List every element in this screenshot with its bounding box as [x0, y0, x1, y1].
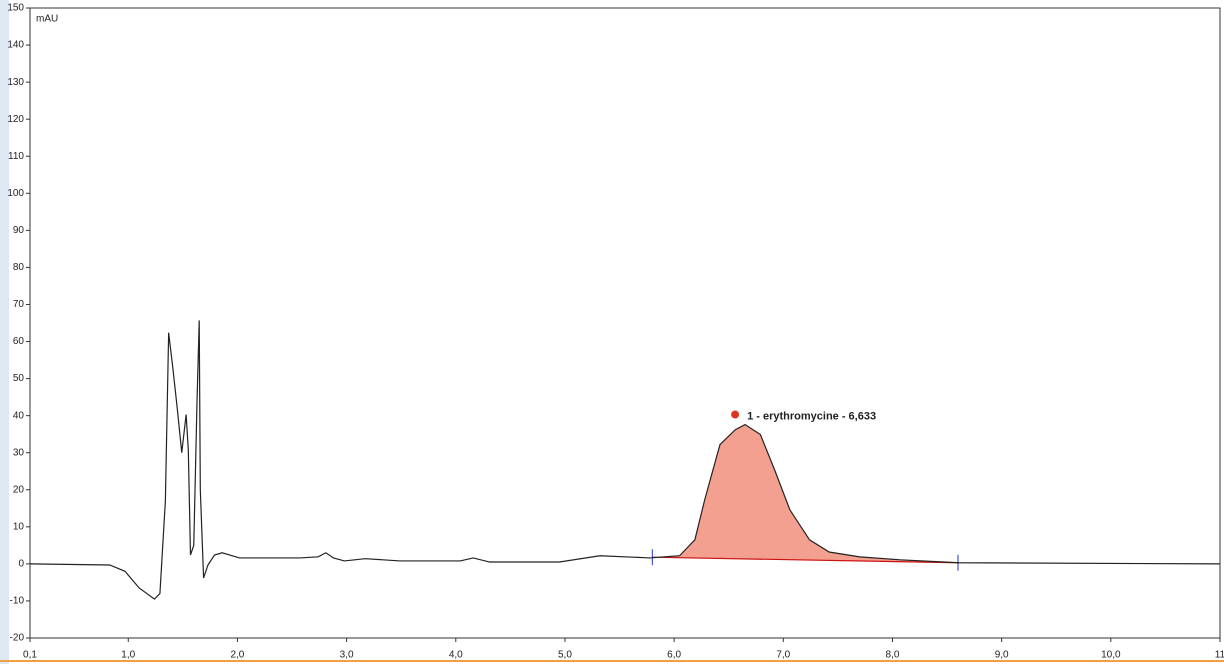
x-tick-label: 5,0	[558, 650, 572, 661]
y-tick-label: 20	[13, 484, 25, 495]
y-tick-label: 60	[13, 336, 25, 347]
y-tick-label: 120	[7, 114, 24, 125]
x-tick-label: 0,1	[23, 650, 37, 661]
y-tick-label: 10	[13, 521, 25, 532]
y-tick-label: 110	[8, 151, 24, 162]
y-tick-label: 80	[13, 262, 25, 273]
y-axis-label: mAU	[36, 14, 58, 25]
x-tick-label: 4,0	[449, 650, 463, 661]
y-tick-label: 30	[13, 447, 25, 458]
x-tick-label: 6,0	[667, 650, 681, 661]
x-tick-label: 2,0	[230, 650, 244, 661]
peak-annotation: 1 - erythromycine - 6,633	[747, 410, 876, 422]
x-tick-label: 1,0	[121, 650, 135, 661]
y-tick-label: 140	[7, 40, 24, 51]
y-tick-label: -10	[10, 596, 25, 607]
x-tick-label: 3,0	[340, 650, 354, 661]
y-tick-label: 40	[13, 410, 25, 421]
y-tick-label: 0	[18, 559, 24, 570]
x-tick-label: 7,0	[776, 650, 790, 661]
trace	[29, 320, 1221, 600]
y-tick-label: 150	[7, 3, 24, 14]
y-tick-label: 90	[13, 225, 25, 236]
peak-pin	[731, 410, 740, 419]
x-tick-label: 8,0	[886, 650, 900, 661]
y-tick-label: 70	[13, 299, 25, 310]
x-tick-label: 11	[1215, 650, 1224, 661]
side-strip	[0, 0, 9, 664]
y-tick-label: 100	[7, 188, 24, 199]
x-tick-label: 9,0	[995, 650, 1009, 661]
y-tick-label: -20	[10, 633, 25, 644]
y-tick-label: 130	[7, 77, 24, 88]
plot-frame	[29, 7, 1221, 639]
peak-area	[652, 424, 958, 563]
y-tick-label: 50	[13, 373, 25, 384]
x-tick-label: 10,0	[1101, 650, 1121, 661]
baseline	[652, 556, 958, 564]
